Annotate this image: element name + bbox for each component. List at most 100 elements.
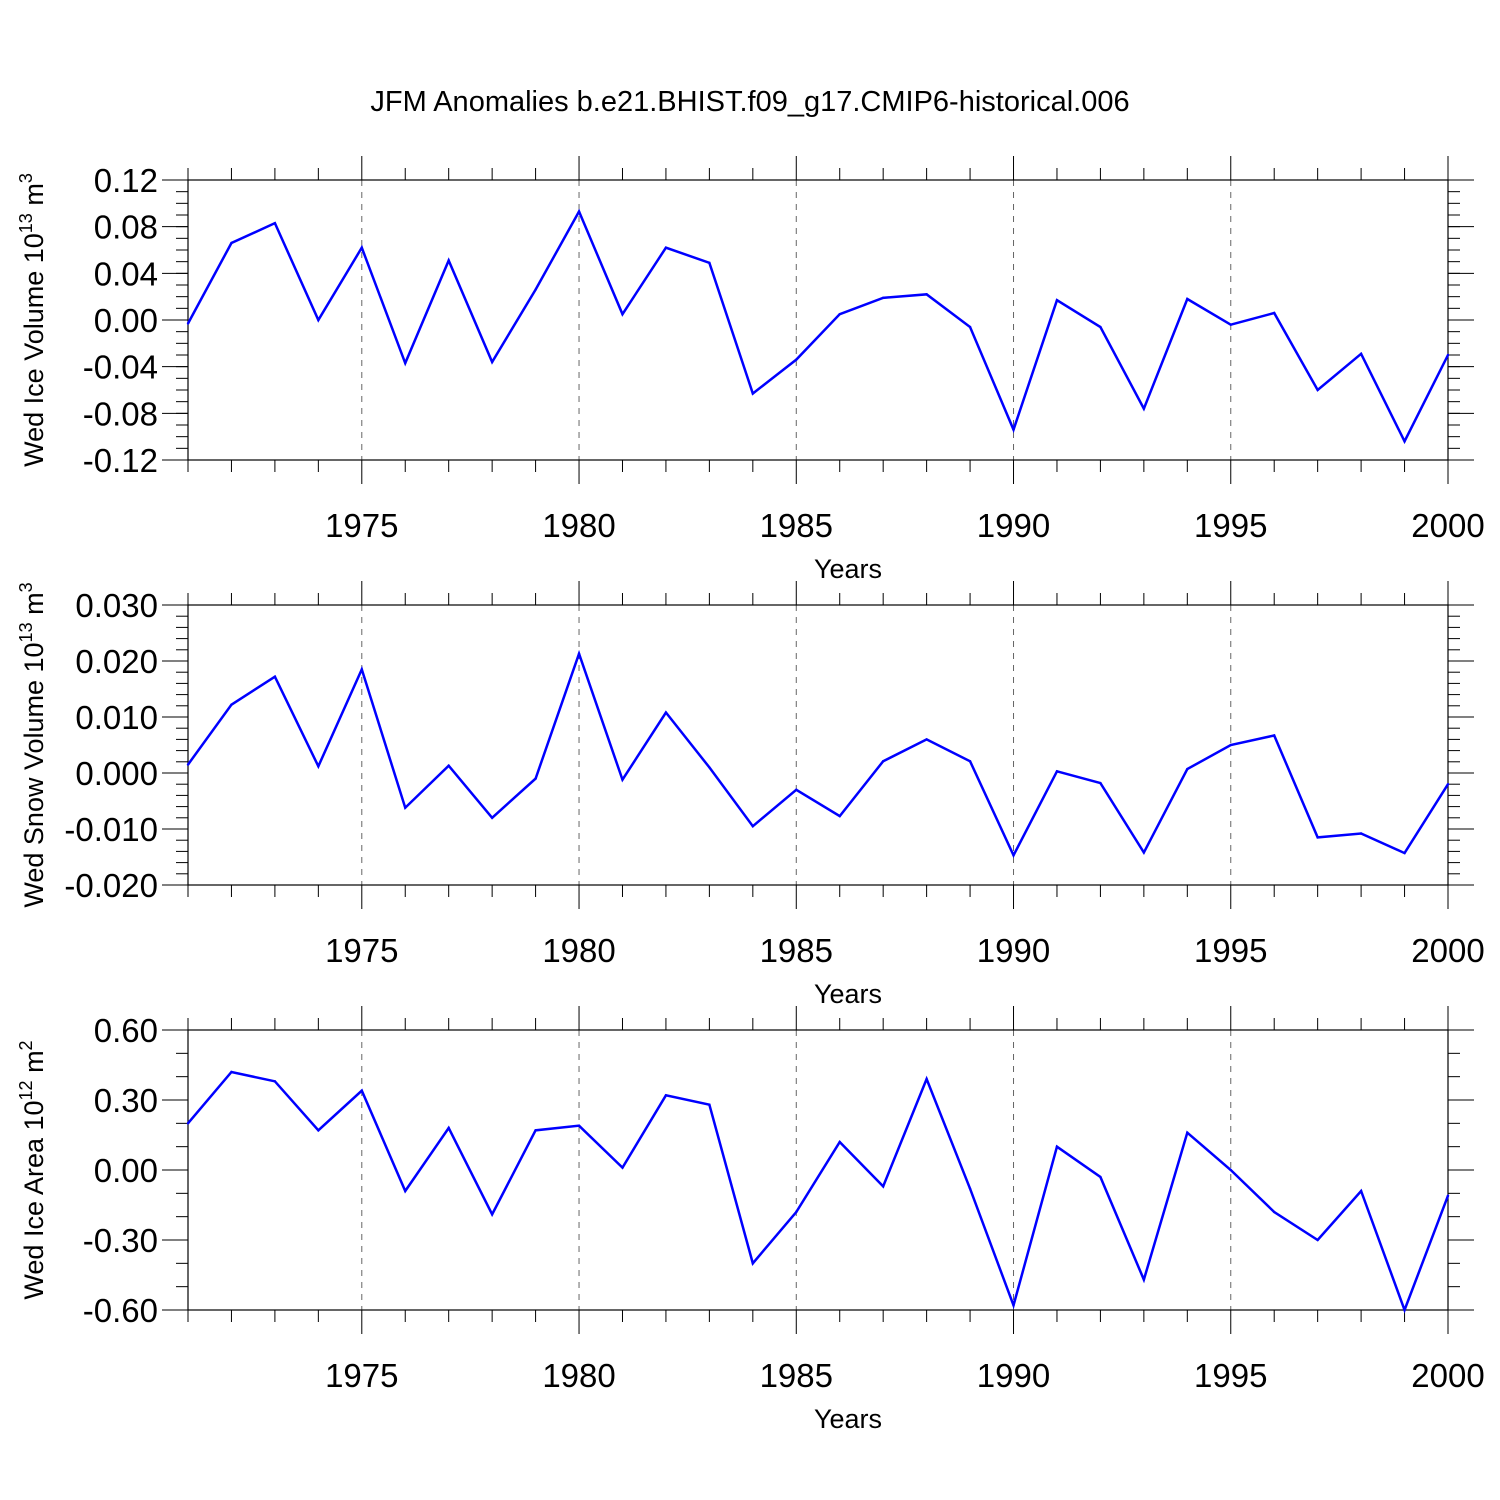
x-tick-label: 2000 xyxy=(1411,932,1484,969)
data-point xyxy=(317,765,320,768)
y-tick-label: -0.60 xyxy=(83,1292,158,1329)
x-tick-label: 1975 xyxy=(325,1357,398,1394)
y-axis-label: Wed Snow Volume 1013 m3 xyxy=(16,582,49,907)
x-tick-label: 1990 xyxy=(977,507,1050,544)
y-tick-label: 0.000 xyxy=(75,755,158,792)
x-tick-label: 1980 xyxy=(542,1357,615,1394)
data-point xyxy=(230,241,233,245)
data-point xyxy=(534,777,537,780)
x-tick-label: 2000 xyxy=(1411,1357,1484,1394)
y-tick-label: -0.08 xyxy=(83,395,158,432)
data-point xyxy=(1273,1210,1276,1214)
data-point xyxy=(1055,1145,1059,1148)
y-tick-label: 0.010 xyxy=(75,699,158,736)
data-point xyxy=(1359,352,1363,356)
data-point xyxy=(360,246,363,249)
data-point xyxy=(1142,1278,1146,1281)
data-point xyxy=(708,766,711,769)
y-tick-label: -0.020 xyxy=(64,867,158,904)
plot-frame xyxy=(187,1029,1449,1311)
data-point xyxy=(708,1103,711,1106)
data-point xyxy=(838,1140,841,1144)
series-line xyxy=(187,1070,1450,1314)
data-point xyxy=(230,703,233,706)
plot-frame xyxy=(187,604,1449,886)
series-line xyxy=(186,208,1450,445)
chart-panel-2: 0.030 0.020 0.010 0.000 -0.010 -0.020 1975 1980… xyxy=(16,581,1485,1009)
data-point xyxy=(1316,1238,1319,1242)
data-point xyxy=(795,1210,798,1214)
data-point xyxy=(925,1077,928,1081)
figure-title: JFM Anomalies b.e21.BHIST.f09_g17.CMIP6-… xyxy=(370,86,1130,118)
y-tick-label: 0.04 xyxy=(94,255,158,292)
y-tick-label: 0.08 xyxy=(94,209,158,246)
data-point xyxy=(1186,767,1189,771)
y-tick-label: 0.030 xyxy=(75,587,158,624)
data-point xyxy=(925,293,928,296)
data-point xyxy=(795,788,798,791)
data-point xyxy=(273,1080,277,1083)
data-point xyxy=(1055,298,1059,302)
y-tick-label: 0.12 xyxy=(94,162,158,199)
x-tick-label: 1980 xyxy=(542,932,615,969)
x-tick-label: 1990 xyxy=(977,1357,1050,1394)
y-tick-label: -0.12 xyxy=(83,442,158,479)
data-point xyxy=(751,825,755,828)
x-tick-label: 1980 xyxy=(542,507,615,544)
data-point xyxy=(1229,323,1232,326)
y-tick-label: 0.020 xyxy=(75,643,158,680)
x-tick-label: 1985 xyxy=(760,507,833,544)
data-point xyxy=(1186,297,1189,301)
data-point xyxy=(968,760,972,763)
x-axis-label: Years xyxy=(814,554,882,584)
data-point xyxy=(577,1124,581,1127)
data-point xyxy=(1142,407,1146,410)
data-point xyxy=(1446,1194,1450,1197)
data-point xyxy=(621,1166,624,1169)
data-point xyxy=(1012,428,1015,431)
data-point xyxy=(968,325,972,329)
data-point xyxy=(1359,832,1363,835)
data-point xyxy=(186,1122,190,1125)
data-point xyxy=(404,361,407,365)
data-point xyxy=(273,675,277,678)
data-point xyxy=(1403,440,1406,443)
data-point xyxy=(447,259,450,262)
data-point xyxy=(621,312,624,316)
y-tick-label: 0.30 xyxy=(94,1082,158,1119)
y-tick-label: 0.00 xyxy=(94,1152,158,1189)
data-point xyxy=(838,312,841,316)
series-line xyxy=(186,649,1450,859)
data-point xyxy=(230,1070,233,1074)
x-tick-label: 1995 xyxy=(1194,932,1267,969)
data-point xyxy=(404,1189,407,1193)
data-point xyxy=(968,1187,972,1190)
x-tick-label: 1985 xyxy=(760,1357,833,1394)
data-point xyxy=(186,763,190,766)
data-point xyxy=(925,738,928,741)
data-point xyxy=(751,392,755,395)
data-point xyxy=(664,711,668,714)
plot-frame xyxy=(187,179,1449,461)
data-point xyxy=(317,318,320,322)
data-point xyxy=(1099,325,1102,329)
data-point xyxy=(577,210,581,213)
x-tick-label: 1995 xyxy=(1194,1357,1267,1394)
data-point xyxy=(1229,743,1232,747)
chart-panel-3: 0.60 0.30 0.00 -0.30 -0.60 1975 1980 1985 1990 19… xyxy=(16,1006,1485,1434)
x-tick-label: 1985 xyxy=(760,932,833,969)
y-axis-label: Wed Ice Volume 1013 m3 xyxy=(16,173,49,467)
data-point xyxy=(534,288,537,291)
chart-panel-1: 0.12 0.08 0.04 0.00 -0.04 -0.08 -0.12 1975 1980 1… xyxy=(16,156,1485,584)
data-point xyxy=(447,1126,450,1130)
data-point xyxy=(881,1185,885,1188)
data-point xyxy=(404,806,407,809)
data-point xyxy=(1186,1131,1189,1134)
data-point xyxy=(1229,1168,1232,1172)
data-point xyxy=(1012,1304,1015,1307)
data-point xyxy=(534,1129,537,1132)
data-point xyxy=(1055,770,1059,773)
data-point xyxy=(317,1129,320,1132)
data-point xyxy=(795,358,798,361)
data-point xyxy=(621,778,624,781)
